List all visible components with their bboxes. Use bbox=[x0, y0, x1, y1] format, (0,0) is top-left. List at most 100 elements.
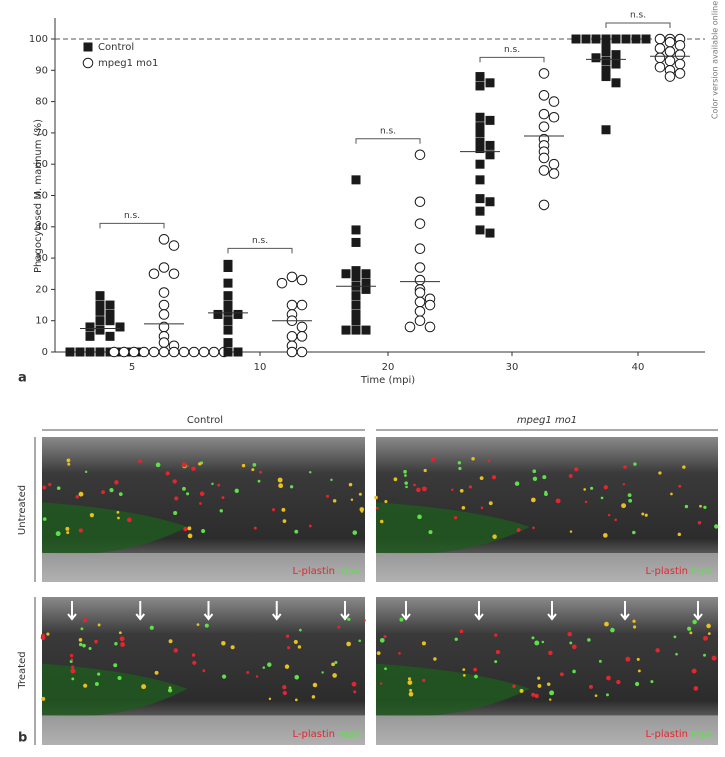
cell bbox=[199, 491, 205, 497]
annotation: n.s. bbox=[504, 45, 520, 55]
data-point bbox=[548, 111, 560, 123]
cell bbox=[588, 684, 593, 689]
data-point bbox=[128, 346, 140, 358]
data-point bbox=[571, 34, 581, 44]
cell bbox=[574, 467, 579, 472]
data-point bbox=[611, 78, 621, 88]
data-point bbox=[581, 34, 591, 44]
cell bbox=[281, 507, 286, 512]
cell bbox=[268, 697, 272, 701]
data-point bbox=[601, 40, 611, 50]
cell bbox=[587, 638, 591, 642]
data-point bbox=[95, 291, 105, 301]
cell bbox=[603, 485, 608, 490]
cell bbox=[40, 635, 46, 641]
data-point bbox=[95, 306, 105, 316]
cell bbox=[572, 669, 576, 674]
cell bbox=[537, 683, 542, 688]
data-point bbox=[158, 287, 170, 298]
cell bbox=[192, 660, 197, 665]
cell bbox=[454, 637, 458, 641]
cell bbox=[282, 519, 287, 524]
cell bbox=[358, 639, 361, 643]
column-header: Control bbox=[187, 415, 223, 426]
cell bbox=[183, 526, 188, 532]
data-point bbox=[664, 46, 676, 57]
cell bbox=[187, 533, 193, 539]
data-point bbox=[538, 68, 550, 79]
data-point bbox=[158, 346, 170, 358]
cell bbox=[282, 690, 287, 696]
data-point bbox=[341, 269, 351, 279]
cell bbox=[259, 470, 263, 474]
cell bbox=[80, 627, 84, 631]
annotation: n.s. bbox=[252, 236, 268, 246]
arrow bbox=[135, 601, 146, 621]
bracket bbox=[355, 138, 421, 144]
yolk bbox=[42, 663, 188, 717]
y-tick-label: 20 bbox=[35, 284, 48, 295]
cell bbox=[332, 499, 337, 503]
y-tick-label: 10 bbox=[35, 316, 48, 327]
cell bbox=[548, 698, 552, 701]
data-point bbox=[538, 199, 550, 211]
data-point bbox=[674, 68, 686, 79]
cell bbox=[379, 637, 385, 643]
cell bbox=[71, 677, 75, 681]
data-point bbox=[475, 137, 485, 147]
cell bbox=[321, 671, 324, 674]
cell bbox=[69, 659, 73, 664]
data-point bbox=[424, 321, 436, 333]
cell bbox=[376, 651, 381, 656]
cell bbox=[201, 528, 206, 534]
cell bbox=[331, 662, 335, 667]
data-point bbox=[654, 52, 666, 64]
data-point bbox=[223, 338, 233, 348]
cell bbox=[650, 680, 654, 684]
data-point bbox=[158, 337, 170, 348]
y-tick-label: 30 bbox=[35, 253, 48, 264]
cell bbox=[230, 645, 235, 650]
data-point bbox=[674, 58, 686, 70]
cell bbox=[632, 625, 637, 629]
data-point bbox=[404, 321, 416, 333]
image-label: mpx bbox=[691, 729, 713, 740]
bracket bbox=[99, 222, 165, 229]
cell bbox=[583, 488, 586, 491]
cell bbox=[623, 465, 627, 469]
cell bbox=[416, 487, 421, 493]
cell bbox=[311, 695, 316, 699]
cell bbox=[89, 513, 94, 518]
data-point bbox=[485, 140, 495, 150]
cell bbox=[198, 462, 202, 466]
data-point bbox=[168, 346, 180, 358]
cell bbox=[473, 667, 478, 672]
cell bbox=[675, 652, 678, 656]
annotation: n.s. bbox=[380, 126, 396, 136]
cell bbox=[516, 528, 521, 532]
cell bbox=[636, 657, 640, 661]
cell bbox=[537, 676, 541, 680]
data-point bbox=[105, 331, 115, 341]
data-point bbox=[188, 346, 200, 358]
cell bbox=[348, 482, 353, 487]
data-point bbox=[198, 346, 210, 358]
cell bbox=[433, 657, 437, 661]
row-header: Treated bbox=[17, 651, 28, 689]
y-tick-label: 100 bbox=[29, 34, 48, 45]
cell bbox=[149, 625, 154, 630]
column-header: mpeg1 mo1 bbox=[517, 415, 577, 426]
data-point bbox=[341, 325, 351, 335]
cell bbox=[83, 683, 88, 688]
cell bbox=[141, 684, 147, 690]
cell bbox=[569, 530, 573, 533]
cell bbox=[512, 684, 516, 688]
cell bbox=[600, 496, 604, 500]
cell bbox=[41, 696, 46, 701]
cell bbox=[101, 490, 106, 495]
arrow bbox=[340, 601, 350, 621]
cell bbox=[699, 504, 702, 508]
panel-label: a bbox=[18, 371, 27, 386]
